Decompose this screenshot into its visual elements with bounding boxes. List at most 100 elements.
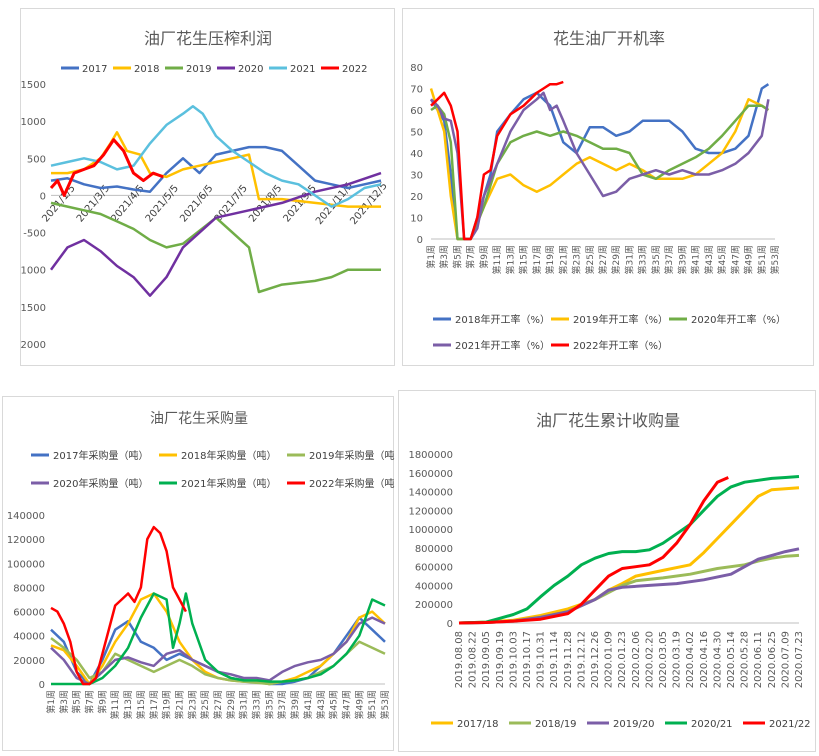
- chart-title: 油厂花生累计收购量: [536, 411, 680, 430]
- x-tick-label: 第53周: [379, 690, 391, 719]
- legend-label: 2019/20: [613, 719, 655, 730]
- y-tick-label: 0: [39, 680, 45, 691]
- x-tick-label: 第53周: [769, 245, 781, 274]
- legend-label: 2018: [134, 64, 159, 75]
- x-tick-label: 第3周: [438, 245, 450, 269]
- x-tick-label: 2020.06.11: [753, 631, 764, 688]
- y-tick-label: 40000: [13, 632, 45, 643]
- x-tick-label: 2020.06.25: [767, 631, 778, 688]
- x-tick-label: 第17周: [148, 690, 160, 719]
- series-line: [430, 80, 564, 241]
- x-tick-label: 第7周: [465, 245, 477, 269]
- x-tick-label: 第49周: [353, 690, 365, 719]
- x-tick-label: 第43周: [703, 245, 715, 274]
- y-tick-label: 60000: [13, 608, 45, 619]
- y-tick-label: 1000000: [408, 525, 453, 536]
- x-tick-label: 第37周: [663, 245, 675, 274]
- cumulative-purchase-chart: 油厂花生累计收购量 1800000 1600000 1400000 1200000 100…: [408, 411, 811, 730]
- x-tick-label: 第21周: [557, 245, 569, 274]
- x-tick-label: 2019.09.05: [481, 631, 492, 688]
- x-tick-label: 2019.10.17: [522, 631, 533, 688]
- legend-label: 2022年采购量（吨）: [309, 477, 395, 490]
- x-tick-label: 2020.05.14: [726, 631, 737, 688]
- x-tick-label: 第51周: [756, 245, 768, 274]
- series-line: [50, 145, 382, 193]
- purchase-volume-chart-panel: 油厂花生采购量 2017年采购量（吨） 2018年采购量（吨） 2019年采购量（吨）…: [2, 396, 395, 751]
- series-line: [49, 171, 382, 297]
- series-line: [50, 105, 382, 208]
- y-tick-label: 1600000: [408, 469, 453, 480]
- chart-title: 油厂花生采购量: [150, 411, 248, 427]
- x-tick-label: 第11周: [491, 245, 503, 274]
- series-line: [458, 476, 729, 625]
- legend-label: 2019年采购量（吨）: [309, 449, 395, 462]
- x-tick-label: 2019.12.26: [590, 631, 601, 688]
- x-tick-label: 第41周: [690, 245, 702, 274]
- x-tick-label: 第43周: [315, 690, 327, 719]
- x-tick-label: 2019.11.28: [563, 631, 574, 688]
- x-tick-label: 2019.10.31: [536, 631, 547, 688]
- x-tick-label: 第47周: [729, 245, 741, 274]
- x-tick-label: 第5周: [451, 245, 463, 269]
- x-tick-label: 第1周: [425, 245, 437, 269]
- x-tick-label: 2020.05.28: [740, 631, 751, 688]
- x-tick-label: 2020.03.05: [658, 631, 669, 688]
- profit-chart: 油厂花生压榨利润 2017 2018 2019 2020 2021 2022 1500 1000…: [21, 29, 390, 351]
- x-tick-label: 2020.02.06: [631, 631, 642, 688]
- legend-label: 2017年采购量（吨）: [53, 449, 148, 462]
- series-line: [429, 88, 770, 241]
- x-tick-label: 第45周: [328, 690, 340, 719]
- series-line: [458, 475, 800, 625]
- y-tick-label: 500: [27, 154, 46, 165]
- x-tick-label: 第39周: [676, 245, 688, 274]
- x-tick-label: 2019.10.03: [508, 631, 519, 688]
- x-tick-label: 第15周: [518, 245, 530, 274]
- x-tick-label: 第29周: [225, 690, 237, 719]
- y-tick-label: 0: [417, 235, 423, 246]
- y-tick-label: 1400000: [408, 488, 453, 499]
- profit-chart-panel: 油厂花生压榨利润 2017 2018 2019 2020 2021 2022 1500 1000…: [20, 8, 395, 366]
- y-tick-label: 20000: [13, 656, 45, 667]
- x-tick-label: 第19周: [544, 245, 556, 274]
- y-tick-label: 50: [410, 128, 423, 139]
- y-tick-label: 70: [410, 85, 423, 96]
- x-tick-label: 2020.01.09: [604, 631, 615, 688]
- y-tick-label: 30: [410, 171, 423, 182]
- y-tick-label: 0: [447, 619, 453, 630]
- x-tick-label: 2021/5/5: [144, 183, 181, 224]
- x-tick-label: 第11周: [109, 690, 121, 719]
- x-tick-label: 第31周: [623, 245, 635, 274]
- x-tick-label: 第33周: [637, 245, 649, 274]
- legend-label: 2022年开工率（%）: [573, 339, 668, 352]
- legend-label: 2020年采购量（吨）: [53, 477, 148, 490]
- x-tick-label: 2020.04.02: [685, 631, 696, 688]
- x-tick-label: 第21周: [173, 690, 185, 719]
- x-tick-label: 2020.07.23: [794, 631, 805, 688]
- x-tick-label: 第5周: [71, 690, 83, 714]
- x-tick-label: 2020.03.19: [672, 631, 683, 688]
- x-tick-label: 第35周: [263, 690, 275, 719]
- legend-label: 2017/18: [457, 719, 499, 730]
- y-tick-label: -500: [23, 229, 46, 240]
- y-tick-label: 400000: [415, 581, 453, 592]
- series-line: [49, 138, 164, 197]
- x-tick-label: 2019.11.14: [549, 631, 560, 688]
- x-tick-label: 第23周: [571, 245, 583, 274]
- cumulative-purchase-chart-panel: 油厂花生累计收购量 1800000 1600000 1400000 1200000 100…: [398, 390, 816, 752]
- x-tick-label: 2020.02.20: [644, 631, 655, 688]
- legend-label: 2021/22: [769, 719, 811, 730]
- series-line: [51, 592, 386, 686]
- x-tick-label: 第49周: [743, 245, 755, 274]
- legend-label: 2019年开工率（%）: [573, 313, 668, 326]
- y-tick-label: 1500: [21, 80, 46, 91]
- x-tick-label: 第27周: [597, 245, 609, 274]
- x-tick-label: 第27周: [212, 690, 224, 719]
- x-tick-label: 2019.09.19: [495, 631, 506, 688]
- x-tick-label: 第35周: [650, 245, 662, 274]
- y-tick-label: 40: [410, 149, 423, 160]
- y-tick-label: 1200000: [408, 506, 453, 517]
- x-tick-label: 第17周: [531, 245, 543, 274]
- x-tick-label: 2020.01.23: [617, 631, 628, 688]
- x-tick-label: 2019.08.08: [454, 631, 465, 688]
- y-tick-label: 80000: [13, 583, 45, 594]
